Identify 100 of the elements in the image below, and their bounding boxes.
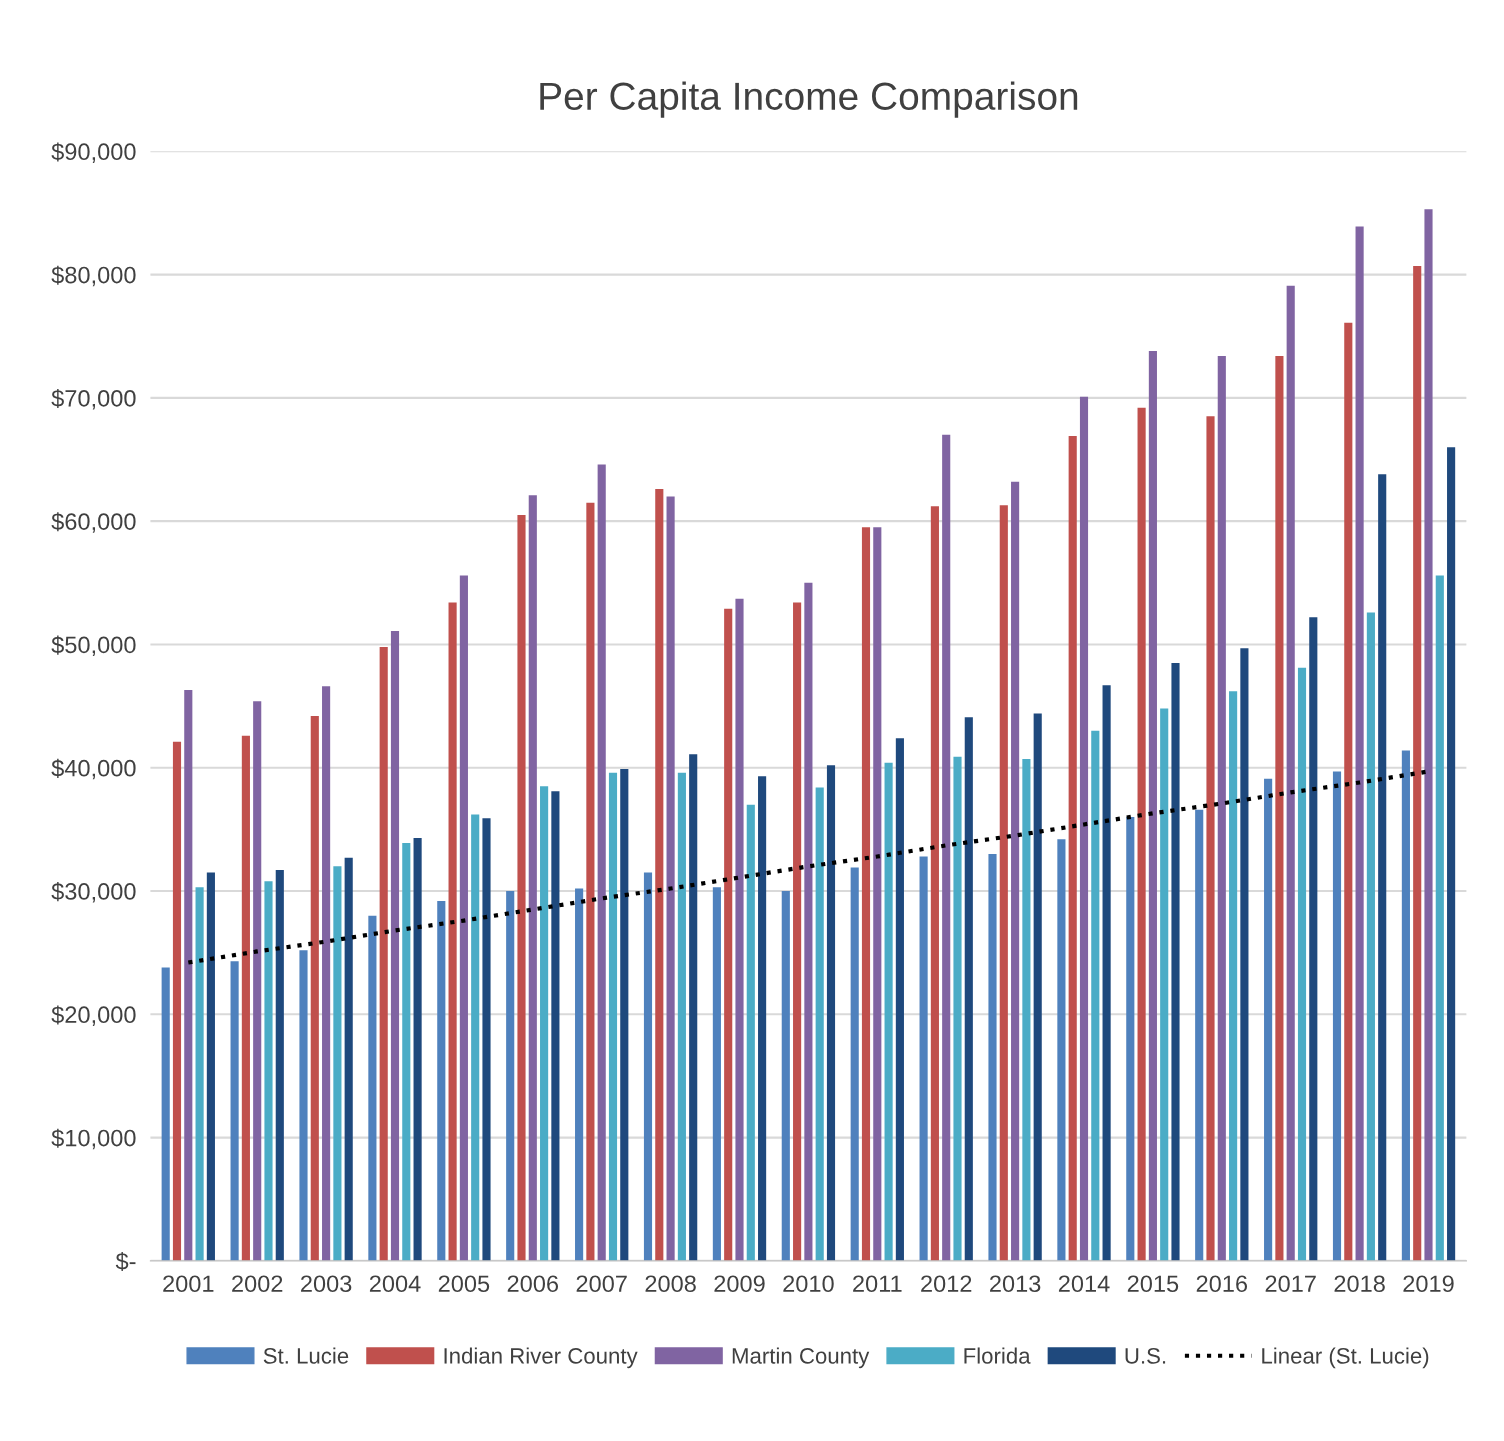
bar [1264, 778, 1273, 1261]
bar [368, 915, 377, 1261]
bar [413, 838, 422, 1261]
x-tick-label: 2017 [1265, 1275, 1316, 1293]
bar [1366, 612, 1375, 1261]
bar [1206, 416, 1215, 1261]
legend-label: Martin County [732, 1347, 870, 1369]
bar [206, 872, 215, 1261]
bar [724, 608, 733, 1261]
legend-label: St. Lucie [263, 1347, 349, 1364]
bar [184, 690, 193, 1261]
bar [608, 772, 618, 1261]
bar [1344, 322, 1353, 1261]
x-tick-label: 2016 [1196, 1275, 1248, 1293]
x-tick-label: 2018 [1334, 1275, 1385, 1293]
bar [172, 741, 182, 1261]
x-tick-label: 2008 [645, 1275, 696, 1293]
bar [471, 814, 480, 1261]
bar [551, 791, 560, 1261]
bar [448, 602, 457, 1261]
y-tick-label: $40,000 [51, 758, 136, 780]
bar [1160, 708, 1169, 1261]
bar [988, 854, 997, 1261]
bar [402, 842, 411, 1261]
y-tick-label: $30,000 [51, 882, 136, 903]
y-tick-label: $20,000 [51, 1005, 136, 1026]
bar [1286, 285, 1295, 1261]
bar [735, 598, 744, 1261]
bar [1378, 474, 1387, 1261]
bar [540, 786, 549, 1261]
bar [1275, 355, 1284, 1261]
bar [459, 575, 468, 1261]
bar [1297, 667, 1307, 1261]
y-tick-label: $80,000 [51, 265, 136, 287]
bar [1079, 396, 1089, 1261]
bar [804, 582, 813, 1261]
x-tick-label: 2015 [1127, 1275, 1179, 1293]
bar [793, 602, 802, 1261]
bar [437, 900, 446, 1261]
bar [999, 505, 1008, 1261]
x-tick-label: 2010 [783, 1275, 834, 1293]
bar [1435, 575, 1444, 1261]
bar [575, 888, 584, 1261]
bar [873, 527, 882, 1261]
bar [620, 768, 629, 1261]
bar [1355, 226, 1364, 1261]
bar [506, 891, 515, 1261]
bar [1217, 355, 1226, 1261]
bar [930, 506, 939, 1261]
y-tick-label: $60,000 [51, 512, 136, 533]
bar [942, 434, 951, 1261]
x-tick-label: 2004 [369, 1275, 421, 1293]
bar [1401, 750, 1410, 1261]
bar [655, 489, 664, 1261]
bar [344, 857, 353, 1261]
chart-title: Per Capita Income Comparison [540, 81, 1078, 118]
bar [643, 872, 653, 1261]
x-tick-label: 2014 [1058, 1275, 1110, 1293]
bar [1229, 691, 1238, 1261]
bar [390, 630, 400, 1261]
bar [1137, 407, 1146, 1261]
y-tick-label: $10,000 [51, 1128, 136, 1150]
x-tick-label: 2005 [438, 1275, 490, 1293]
x-tick-label: 2019 [1403, 1275, 1454, 1293]
bar [275, 870, 284, 1261]
bar [919, 856, 928, 1261]
bar [1033, 713, 1042, 1261]
bar [299, 950, 308, 1261]
x-tick-label: 2012 [921, 1275, 972, 1293]
y-tick-label: $50,000 [51, 635, 136, 657]
bar [1148, 351, 1157, 1261]
bar [1011, 481, 1020, 1261]
bar [815, 787, 824, 1261]
legend-label: U.S. [1125, 1348, 1166, 1364]
bar [666, 496, 675, 1261]
legend-label: Florida [964, 1347, 1031, 1364]
y-tick-label: $90,000 [51, 142, 136, 163]
bar [884, 762, 893, 1261]
x-tick-label: 2009 [714, 1275, 765, 1293]
bar [586, 502, 595, 1261]
bar [1022, 759, 1031, 1261]
bar [689, 754, 698, 1261]
bar [1171, 662, 1180, 1261]
bar [528, 495, 537, 1261]
bar [712, 887, 721, 1261]
bar [826, 765, 836, 1261]
bar [517, 515, 526, 1261]
x-tick-label: 2011 [853, 1275, 902, 1293]
bar [781, 891, 790, 1261]
bar [1447, 447, 1456, 1261]
bar [1309, 617, 1318, 1261]
x-tick-label: 2013 [990, 1275, 1041, 1293]
x-tick-label: 2003 [301, 1275, 352, 1293]
bar [195, 887, 204, 1261]
bar [1057, 839, 1066, 1261]
bar [1091, 730, 1100, 1261]
x-tick-label: 2002 [232, 1275, 283, 1293]
bar [895, 738, 904, 1261]
bar [230, 961, 239, 1261]
x-tick-label: 2007 [576, 1275, 627, 1293]
